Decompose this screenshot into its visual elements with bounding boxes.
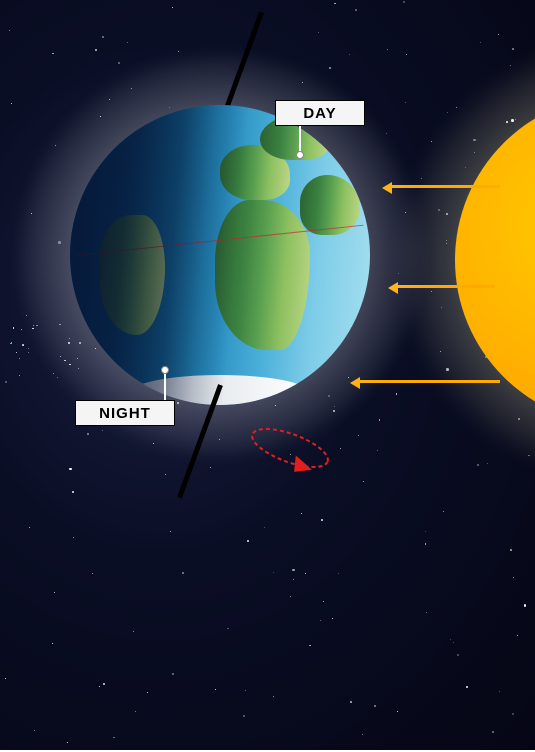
night-label: NIGHT bbox=[75, 400, 175, 426]
night-pointer-line bbox=[164, 370, 166, 400]
day-label-text: DAY bbox=[303, 105, 336, 122]
rotation-arrow bbox=[240, 423, 340, 473]
earth bbox=[70, 105, 370, 405]
day-pointer-dot bbox=[296, 151, 304, 159]
day-label: DAY bbox=[275, 100, 365, 126]
night-label-text: NIGHT bbox=[99, 405, 151, 422]
earth-night-shade bbox=[70, 105, 370, 405]
night-pointer-dot bbox=[161, 366, 169, 374]
